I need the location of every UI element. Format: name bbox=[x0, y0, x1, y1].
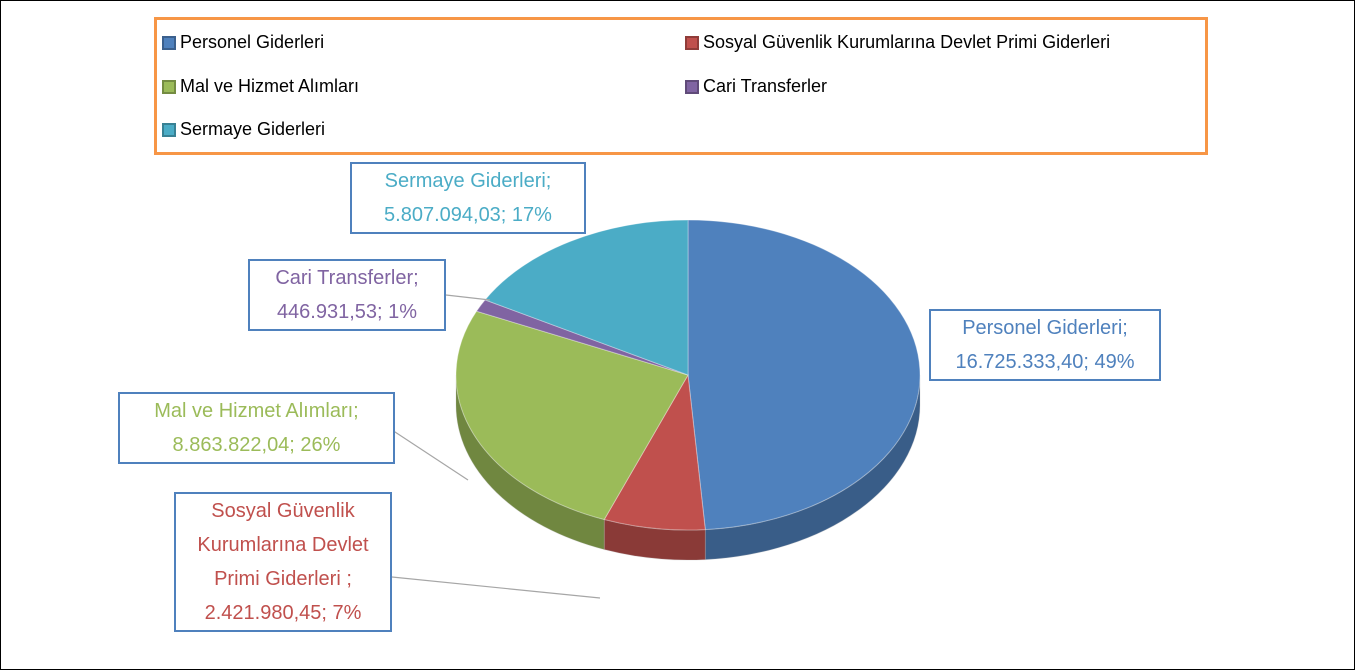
legend-label: Personel Giderleri bbox=[180, 32, 325, 52]
pie-slice bbox=[603, 373, 706, 531]
legend-swatch bbox=[162, 122, 176, 137]
data-label: Mal ve Hizmet Alımları; 8.863.822,04; 26… bbox=[118, 392, 395, 464]
legend-swatch bbox=[162, 79, 176, 94]
leader-line bbox=[391, 576, 601, 599]
legend-swatch bbox=[685, 35, 699, 50]
data-label: Sosyal Güvenlik Kurumlarına Devlet Primi… bbox=[174, 492, 392, 632]
legend-label: Cari Transferler bbox=[703, 76, 828, 96]
legend-swatch bbox=[685, 79, 699, 94]
legend-item: Sosyal Güvenlik Kurumlarına Devlet Primi… bbox=[685, 32, 1110, 53]
pie-slice bbox=[484, 219, 689, 376]
legend: Personel Giderleri Sosyal Güvenlik Kuruml… bbox=[154, 17, 1208, 155]
legend-label: Sermaye Giderleri bbox=[180, 119, 326, 139]
pie-slice bbox=[687, 219, 921, 531]
legend-item: Mal ve Hizmet Alımları bbox=[162, 76, 359, 97]
legend-item: Sermaye Giderleri bbox=[162, 119, 325, 140]
legend-item: Personel Giderleri bbox=[162, 32, 324, 53]
leader-line bbox=[391, 429, 469, 481]
legend-label: Mal ve Hizmet Alımları bbox=[180, 76, 360, 96]
legend-swatch bbox=[162, 35, 176, 50]
data-label: Sermaye Giderleri; 5.807.094,03; 17% bbox=[350, 162, 586, 234]
legend-label: Sosyal Güvenlik Kurumlarına Devlet Primi… bbox=[703, 32, 1111, 52]
data-label: Cari Transferler; 446.931,53; 1% bbox=[248, 259, 446, 331]
pie-slice bbox=[455, 310, 689, 521]
data-label: Personel Giderleri; 16.725.333,40; 49% bbox=[929, 309, 1161, 381]
leader-line bbox=[445, 294, 491, 301]
legend-item: Cari Transferler bbox=[685, 76, 827, 97]
